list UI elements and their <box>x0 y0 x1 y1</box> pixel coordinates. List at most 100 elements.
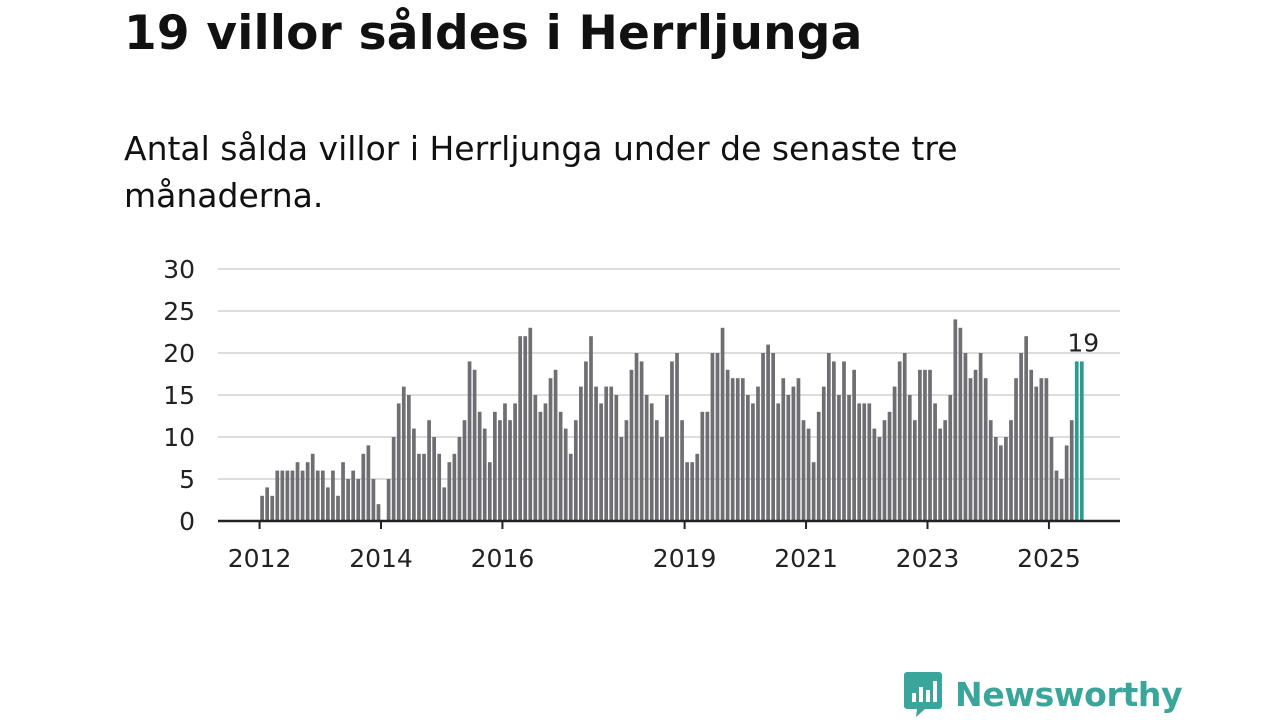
chart-headline: 19 villor såldes i Herrljunga <box>124 6 863 61</box>
bar <box>756 386 760 521</box>
bar <box>953 319 958 521</box>
bar <box>401 386 406 521</box>
bar <box>700 411 705 521</box>
bar <box>270 495 275 521</box>
bar <box>472 369 477 521</box>
bar <box>290 470 295 521</box>
bar <box>341 462 345 521</box>
bar <box>735 378 740 521</box>
bar <box>1019 353 1023 521</box>
bar <box>634 353 639 521</box>
bar <box>816 411 821 521</box>
value-annotation: 19 <box>1067 328 1099 357</box>
bar <box>685 462 689 521</box>
bar <box>356 479 361 521</box>
bar <box>928 369 932 521</box>
bar <box>847 395 851 521</box>
bar <box>801 420 806 521</box>
bar <box>705 411 710 521</box>
y-tick-label: 30 <box>163 255 195 284</box>
newsworthy-logo[interactable]: Newsworthy <box>903 670 1183 718</box>
bar <box>533 395 538 521</box>
bar <box>791 386 796 521</box>
x-tick-label: 2016 <box>471 544 535 573</box>
bar <box>654 420 659 521</box>
x-tick-label: 2012 <box>228 544 292 573</box>
bar <box>968 378 973 521</box>
bar <box>361 453 366 521</box>
bar <box>584 361 588 521</box>
bar <box>690 462 695 521</box>
bar <box>695 453 700 521</box>
bar <box>346 479 350 521</box>
bar <box>462 420 467 521</box>
bar <box>366 445 371 521</box>
bar <box>796 378 801 521</box>
bar <box>902 353 907 521</box>
bar <box>487 462 492 521</box>
bar <box>1009 420 1013 521</box>
bar <box>715 353 720 521</box>
bar <box>999 445 1003 521</box>
bar <box>725 369 730 521</box>
bar <box>933 403 937 521</box>
bar <box>751 403 755 521</box>
bar <box>740 378 745 521</box>
bar <box>766 344 770 521</box>
bar <box>563 428 568 521</box>
bar <box>912 420 917 521</box>
bar <box>811 462 816 521</box>
bar <box>305 462 310 521</box>
x-tick-label: 2025 <box>1017 544 1081 573</box>
bar <box>720 327 725 521</box>
bar <box>710 353 715 521</box>
bar <box>447 462 452 521</box>
y-tick-label: 5 <box>179 465 195 494</box>
bar <box>867 403 872 521</box>
bar <box>406 395 411 521</box>
bar <box>538 411 543 521</box>
bar <box>553 369 558 521</box>
bar <box>477 411 482 521</box>
bar <box>457 437 462 521</box>
y-tick-label: 15 <box>163 381 195 410</box>
bar <box>467 361 472 521</box>
bar <box>1039 378 1044 521</box>
bar <box>993 437 998 521</box>
bar <box>776 403 781 521</box>
bar <box>624 420 629 521</box>
bar <box>872 428 877 521</box>
bar <box>391 437 396 521</box>
bar <box>508 420 512 521</box>
bar <box>1034 386 1039 521</box>
bar-chart-speech-bubble-icon <box>904 672 942 717</box>
bar <box>892 386 897 521</box>
bar <box>548 378 553 521</box>
bar <box>326 487 330 521</box>
bar <box>498 420 502 521</box>
bar <box>918 369 922 521</box>
bar <box>1054 470 1059 521</box>
bar <box>371 479 376 521</box>
bar <box>887 411 892 521</box>
bar <box>659 437 664 521</box>
bar <box>842 361 846 521</box>
bar <box>412 428 416 521</box>
bar <box>1049 437 1054 521</box>
bar <box>1044 378 1049 521</box>
bar <box>275 470 280 521</box>
bar <box>300 470 305 521</box>
bar <box>558 411 563 521</box>
bar <box>427 420 431 521</box>
bar <box>493 411 497 521</box>
bar <box>1024 336 1029 521</box>
bar <box>983 378 988 521</box>
bar <box>882 420 887 521</box>
bar <box>852 369 856 521</box>
bar <box>295 462 300 521</box>
bar <box>351 470 356 521</box>
bar <box>285 470 290 521</box>
y-tick-label: 0 <box>179 507 195 536</box>
bar <box>315 470 320 521</box>
bar <box>376 504 381 521</box>
